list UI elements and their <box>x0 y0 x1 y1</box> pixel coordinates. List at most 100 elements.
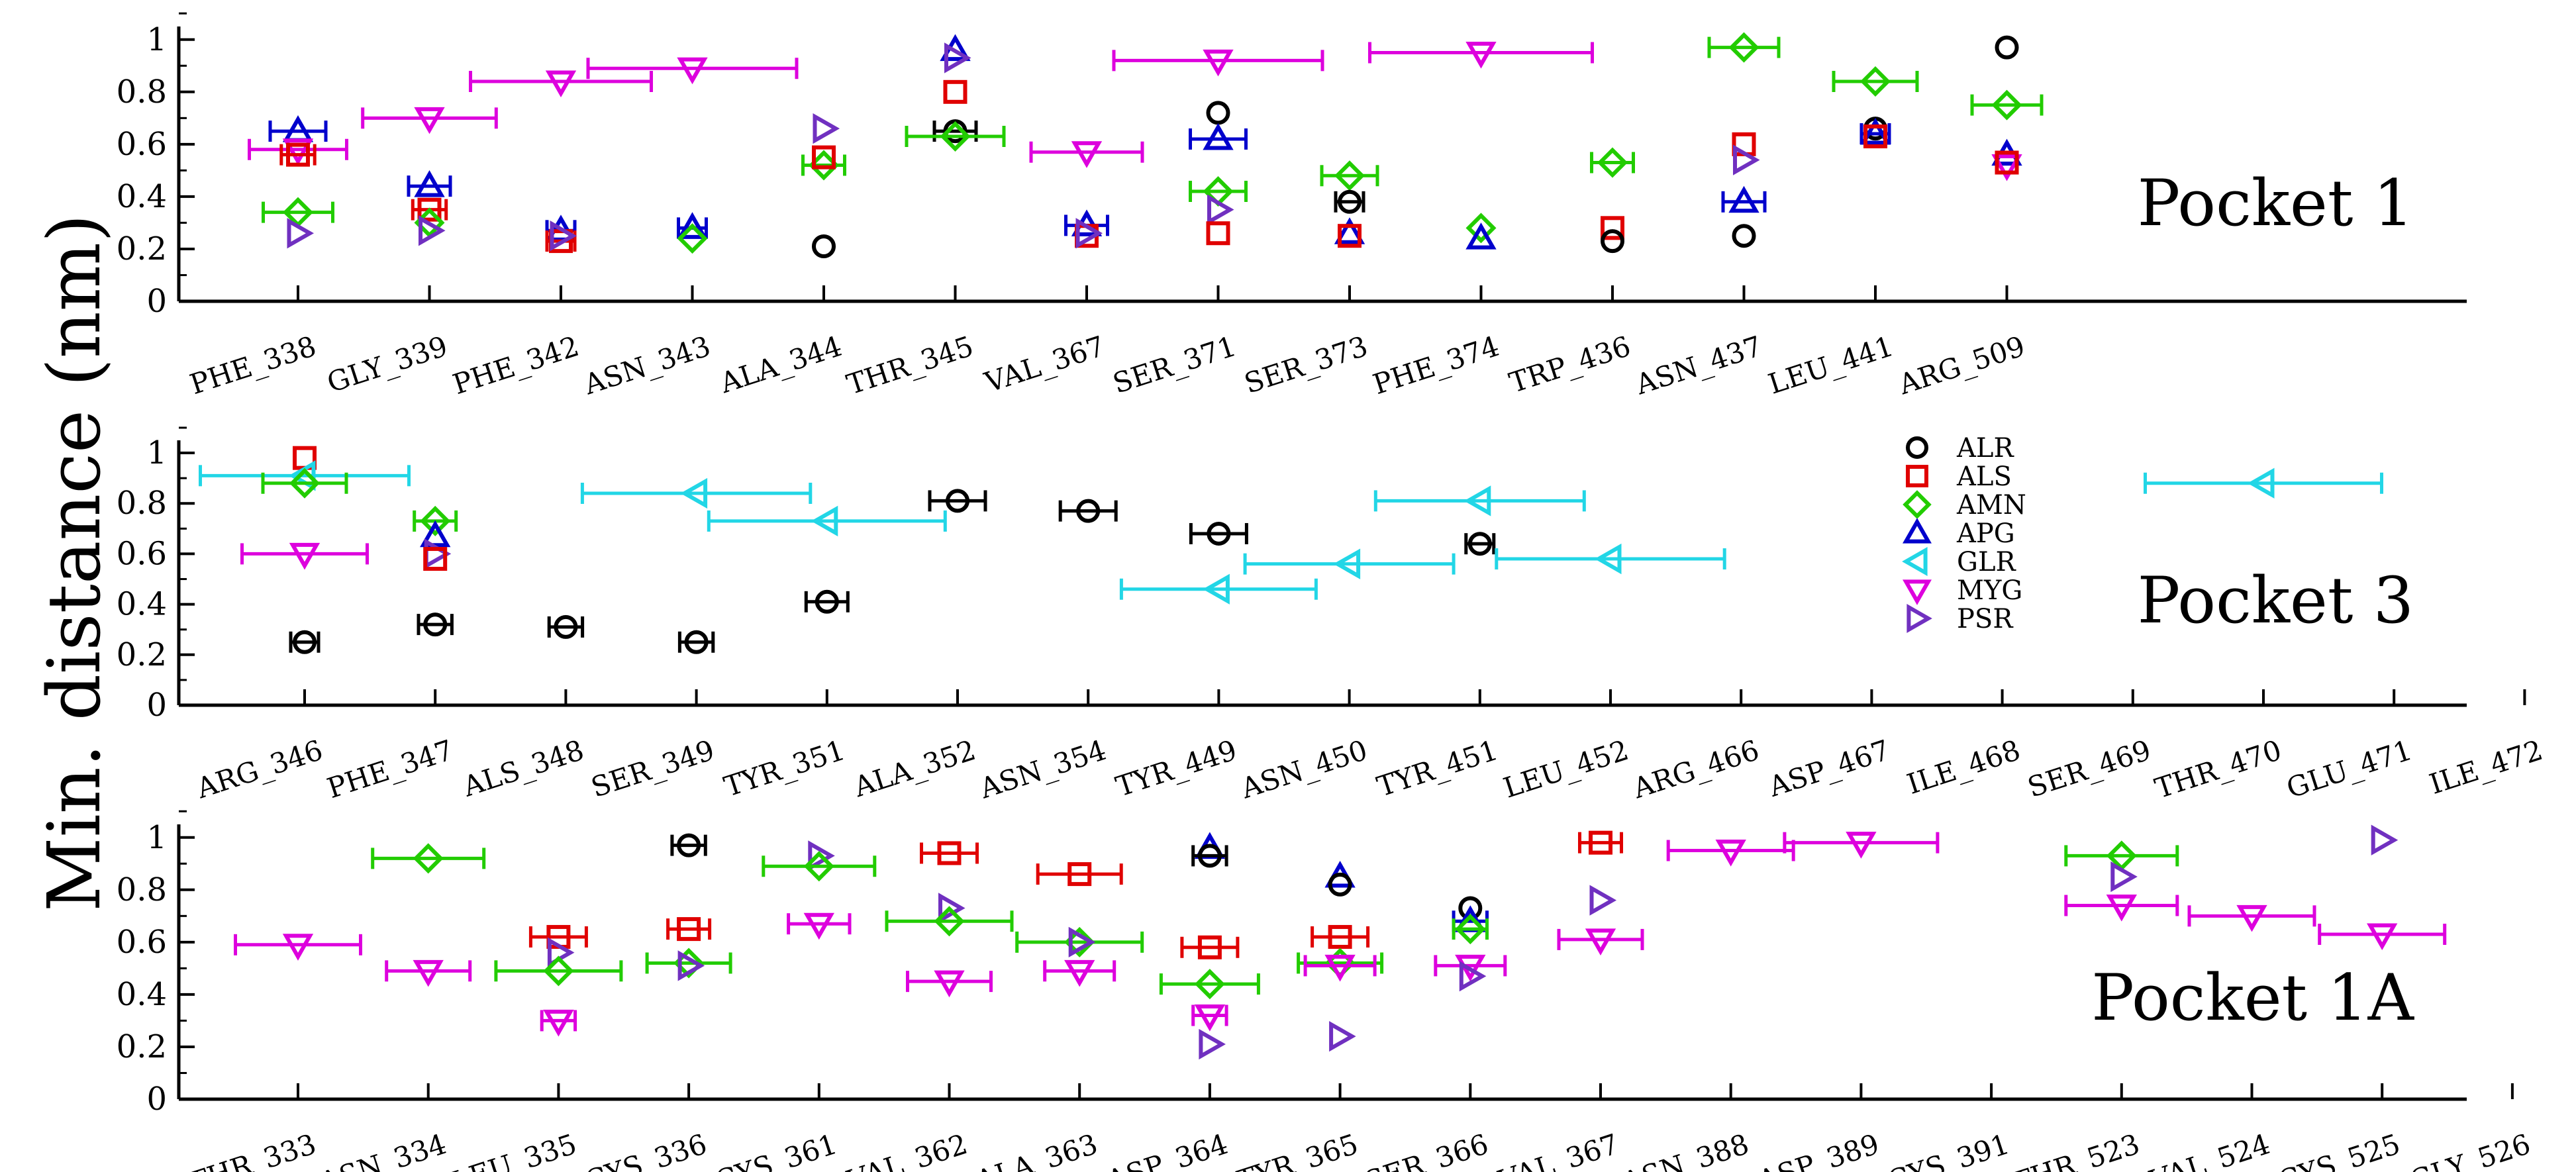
data-point-amn <box>1452 914 1489 945</box>
x-tick-label: CYS_525 <box>2275 1128 2404 1172</box>
data-point-amn <box>762 851 877 882</box>
x-tick-label: GLU_471 <box>2283 734 2416 805</box>
data-point-myg <box>1783 832 1940 859</box>
data-point-alr <box>670 833 707 857</box>
marker-square <box>423 547 448 571</box>
data-point-amn <box>1465 213 1497 244</box>
x-tick-label: SER_371 <box>1109 330 1240 400</box>
marker-triangle-left <box>1594 543 1622 575</box>
marker-square <box>937 841 962 865</box>
x-tick-label: THR_470 <box>2151 734 2285 805</box>
data-point-myg <box>1368 42 1594 69</box>
marker-triangle-down <box>282 934 314 961</box>
x-tick-label: SER_469 <box>2024 734 2155 804</box>
data-point-apg <box>1465 222 1497 250</box>
data-point-amn <box>2064 840 2179 871</box>
y-tick-label: 1 <box>146 819 167 856</box>
marker-circle <box>815 589 839 614</box>
marker-triangle-up <box>1334 217 1365 244</box>
x-tick-label: ARG_346 <box>192 734 326 805</box>
marker-diamond <box>1455 914 1486 945</box>
x-tick-label: THR_523 <box>2009 1128 2144 1172</box>
data-point-myg <box>248 138 348 166</box>
data-point-psr <box>1068 926 1096 958</box>
data-point-amn <box>262 197 334 228</box>
marker-circle <box>293 630 317 654</box>
marker-diamond <box>289 467 320 499</box>
x-tick-label: ASN_388 <box>1618 1128 1752 1172</box>
legend-marker <box>1902 547 1928 576</box>
marker-circle <box>423 612 448 637</box>
y-tick-label: 0.6 <box>117 126 167 163</box>
data-point-psr <box>677 950 705 981</box>
legend-label: MYG <box>1957 575 2022 606</box>
x-tick-label: LEU_452 <box>1499 734 1632 805</box>
marker-diamond <box>1991 89 2022 121</box>
marker-circle <box>1467 532 1492 556</box>
marker-triangle-right <box>419 215 446 246</box>
data-point-alr <box>1189 521 1248 546</box>
marker-triangle-down <box>677 57 708 85</box>
data-point-als <box>528 924 588 949</box>
x-tick-label: VAL_367 <box>980 330 1109 399</box>
panel-title: Pocket 1A <box>2091 961 2414 1035</box>
marker-triangle-right <box>2110 861 2138 893</box>
marker-triangle-right <box>1733 144 1760 175</box>
x-tick-label: ARG_509 <box>1894 330 2028 401</box>
marker-circle <box>554 614 578 639</box>
panel-title: Pocket 1 <box>2138 166 2414 240</box>
data-point-psr <box>419 215 446 246</box>
data-point-psr <box>1589 885 1617 916</box>
data-point-amn <box>1159 969 1260 1000</box>
marker-square <box>677 917 701 942</box>
y-tick-label: 0.6 <box>117 535 167 572</box>
data-point-als <box>943 79 967 104</box>
panel-1: 0 0.2 0.4 0.6 0.8 1 PHE_338 GLY_339PHE_342ASN_3… <box>117 12 2467 401</box>
legend-label: ALR <box>1956 433 2014 464</box>
marker-triangle-left <box>680 477 708 509</box>
legend-marker <box>1906 465 1928 487</box>
marker-square <box>1601 216 1624 240</box>
x-tick-label: TYR_451 <box>1373 734 1501 803</box>
data-point-apg <box>1334 217 1365 244</box>
x-tick-label: TYR_449 <box>1112 734 1240 803</box>
data-point-myg <box>1303 954 1377 982</box>
y-tick-label: 0.4 <box>117 586 167 623</box>
data-point-als <box>920 841 979 865</box>
data-point-amn <box>677 223 708 254</box>
marker-triangle-down <box>289 542 321 570</box>
marker-square <box>1197 935 1222 959</box>
data-point-alr <box>1058 499 1118 523</box>
marker-square <box>286 142 310 167</box>
data-point-myg <box>540 1009 577 1037</box>
data-point-amn <box>1707 32 1781 63</box>
marker-triangle-up <box>1203 122 1234 150</box>
marker-diamond <box>413 843 444 874</box>
data-point-myg <box>906 970 993 998</box>
data-point-myg <box>787 912 852 940</box>
x-tick-label: ASN_437 <box>1631 330 1765 401</box>
data-point-amn <box>1189 176 1248 207</box>
marker-triangle-left <box>811 505 838 537</box>
x-tick-label: ASP_364 <box>1103 1128 1232 1172</box>
data-point-myg <box>1112 49 1324 77</box>
x-tick-label: ASN_343 <box>579 330 714 401</box>
legend-label: GLR <box>1957 547 2017 577</box>
legend-item-glr: GLR <box>1902 547 2017 577</box>
legend-item-alr: ALR <box>1906 433 2014 464</box>
data-point-psr <box>1459 961 1487 992</box>
data-point-alr <box>417 612 454 637</box>
data-point-psr <box>2371 824 2399 855</box>
data-point-psr <box>550 220 577 252</box>
legend-label: AMN <box>1956 490 2026 520</box>
marker-triangle-right <box>1207 194 1234 225</box>
marker-circle <box>1601 229 1624 254</box>
data-point-alr <box>1328 872 1352 897</box>
marker-triangle-down <box>1203 49 1234 77</box>
x-tick-label: GLY_526 <box>2406 1128 2534 1172</box>
marker-triangle-down <box>1846 832 1877 859</box>
marker-square <box>812 145 836 170</box>
marker-circle <box>1995 35 2019 60</box>
marker-triangle-up <box>1465 222 1497 250</box>
x-tick-label: ALA_344 <box>716 330 846 400</box>
